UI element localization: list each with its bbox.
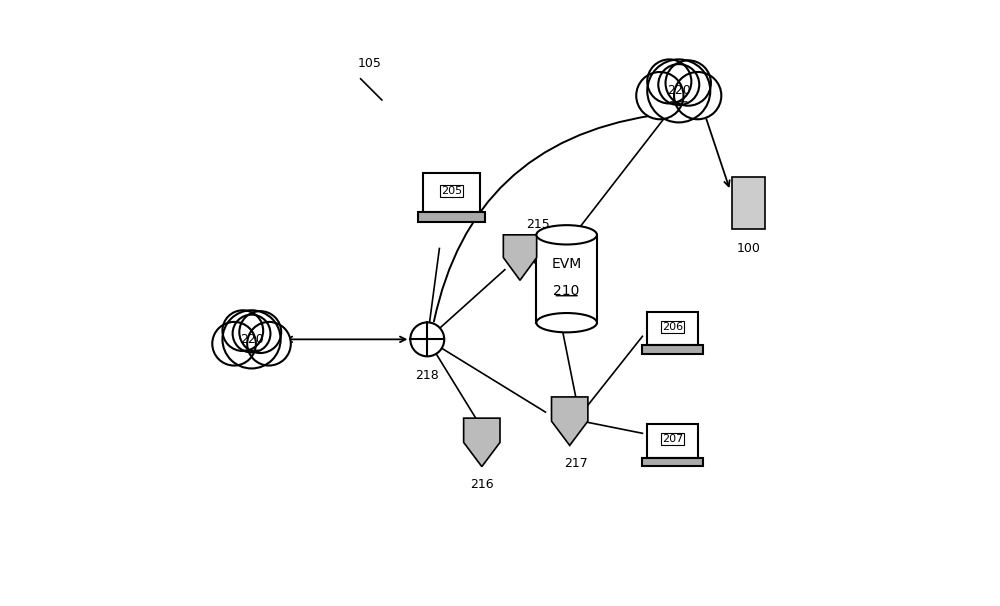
- Text: 207: 207: [662, 434, 683, 444]
- Text: 205: 205: [441, 186, 462, 196]
- Circle shape: [636, 72, 683, 119]
- Circle shape: [666, 61, 711, 105]
- Text: 218: 218: [415, 369, 439, 382]
- Circle shape: [658, 64, 699, 105]
- Bar: [418, 212, 485, 222]
- Text: 216: 216: [470, 478, 494, 491]
- Circle shape: [222, 310, 263, 351]
- PathPatch shape: [552, 397, 588, 445]
- Circle shape: [674, 72, 721, 119]
- Bar: [536, 235, 597, 322]
- PathPatch shape: [464, 418, 500, 467]
- Bar: [732, 177, 765, 228]
- Circle shape: [212, 322, 256, 365]
- Ellipse shape: [536, 225, 597, 244]
- Circle shape: [247, 322, 291, 365]
- Circle shape: [410, 322, 444, 356]
- Bar: [642, 345, 703, 354]
- Bar: [647, 312, 698, 345]
- Text: 217: 217: [564, 457, 588, 470]
- Bar: [423, 173, 480, 212]
- Text: 220: 220: [667, 84, 691, 98]
- Text: 206: 206: [662, 322, 683, 332]
- Text: 105: 105: [358, 57, 382, 70]
- PathPatch shape: [503, 235, 537, 280]
- Circle shape: [222, 310, 281, 368]
- Text: 220: 220: [240, 333, 263, 346]
- FancyArrowPatch shape: [434, 116, 652, 322]
- Text: EVM: EVM: [552, 256, 582, 271]
- Circle shape: [233, 315, 270, 353]
- Ellipse shape: [536, 313, 597, 332]
- Circle shape: [647, 59, 710, 122]
- Text: 215: 215: [526, 218, 550, 231]
- Bar: [642, 458, 703, 466]
- Bar: [647, 424, 698, 458]
- Text: 210: 210: [553, 284, 580, 298]
- Text: 100: 100: [737, 242, 760, 255]
- Circle shape: [647, 59, 691, 104]
- Circle shape: [239, 311, 281, 353]
